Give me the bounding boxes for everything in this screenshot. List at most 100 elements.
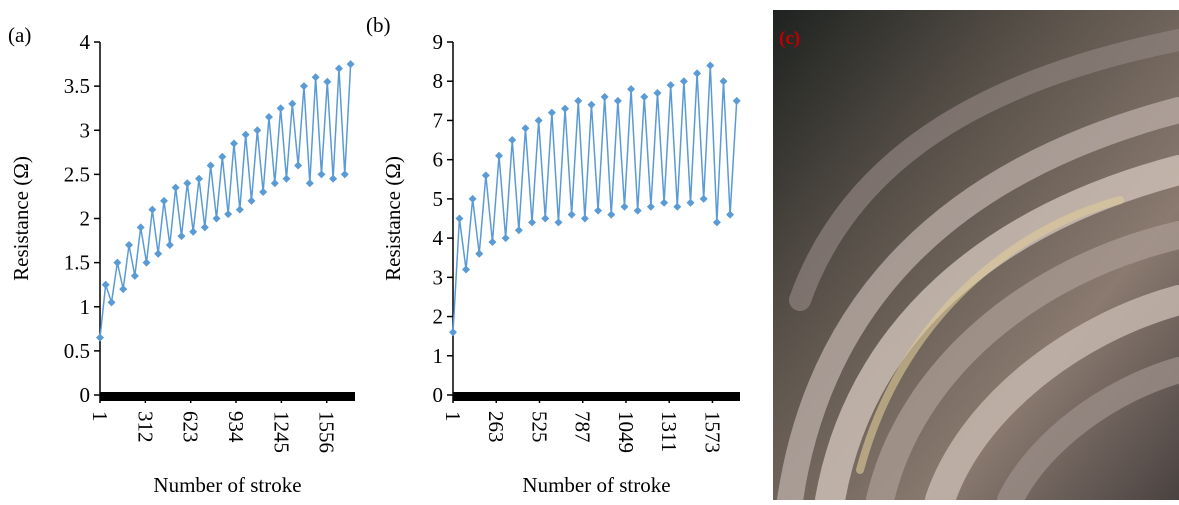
y-tick-label: 0	[433, 383, 444, 407]
x-axis-label: Number of stroke	[153, 473, 301, 497]
data-point	[305, 179, 314, 188]
data-point	[547, 108, 556, 117]
data-point	[613, 96, 622, 105]
y-tick-label: 8	[433, 69, 444, 93]
data-point	[475, 249, 484, 258]
x-tick-label: 263	[484, 411, 508, 443]
data-point	[567, 210, 576, 219]
x-tick-label: 1311	[657, 411, 681, 452]
data-point	[299, 82, 308, 91]
y-tick-label: 7	[433, 108, 444, 132]
y-tick-label: 4	[80, 30, 91, 54]
data-point	[633, 206, 642, 215]
data-point	[142, 258, 151, 267]
data-point	[534, 116, 543, 125]
data-point	[693, 69, 702, 78]
data-line	[99, 64, 352, 338]
x-axis-label: Number of stroke	[522, 473, 670, 497]
data-point	[340, 170, 349, 179]
photo-panel: (c)	[773, 10, 1179, 505]
y-tick-label: 3	[80, 118, 91, 142]
x-tick-label: 1049	[614, 411, 638, 453]
data-point	[165, 240, 174, 249]
y-tick-label: 6	[433, 148, 444, 172]
data-point	[666, 81, 675, 90]
y-tick-label: 5	[433, 187, 444, 211]
data-point	[574, 96, 583, 105]
data-point	[183, 179, 192, 188]
data-point	[468, 194, 477, 203]
y-tick-label: 2.5	[64, 162, 90, 186]
data-point	[679, 77, 688, 86]
chart: (b) 0 1 2 3 4 5 6 7 8 9 1 263 525 787 1049 1311 1573 Resis…	[366, 13, 741, 497]
data-point	[253, 126, 262, 135]
data-point	[212, 214, 221, 223]
panel-label: (b)	[366, 13, 391, 37]
data-point	[177, 232, 186, 241]
data-point	[673, 202, 682, 211]
x-tick-label: 1245	[269, 411, 293, 453]
y-tick-label: 4	[433, 226, 444, 250]
data-point	[528, 218, 537, 227]
y-tick-label: 0	[80, 383, 91, 407]
data-point	[719, 77, 728, 86]
panel-label: (a)	[8, 23, 31, 47]
y-tick-label: 9	[433, 30, 444, 54]
data-point	[264, 113, 273, 122]
data-point	[218, 152, 227, 161]
data-point	[148, 205, 157, 214]
data-point	[600, 92, 609, 101]
y-tick-label: 0.5	[64, 339, 90, 363]
data-point	[241, 130, 250, 139]
data-point	[521, 124, 530, 133]
data-point	[334, 64, 343, 73]
data-point	[329, 174, 338, 183]
data-point	[282, 174, 291, 183]
y-axis-label: Resistance (Ω)	[9, 156, 33, 281]
x-axis	[453, 392, 740, 401]
data-point	[501, 234, 510, 243]
data-point	[653, 88, 662, 97]
data-point	[607, 210, 616, 219]
x-tick-label: 1	[441, 411, 465, 422]
data-point	[125, 240, 134, 249]
x-tick-label: 787	[571, 411, 595, 443]
data-point	[620, 202, 629, 211]
data-point	[587, 100, 596, 109]
data-point	[160, 196, 169, 205]
wire-strands	[777, 29, 1179, 505]
data-point	[346, 60, 355, 69]
data-point	[640, 92, 649, 101]
x-tick-label: 1	[88, 411, 112, 422]
data-point	[270, 179, 279, 188]
data-point	[311, 73, 320, 82]
data-point	[194, 174, 203, 183]
data-point	[488, 238, 497, 247]
x-tick-label: 1573	[700, 411, 724, 453]
data-point	[541, 214, 550, 223]
data-point	[200, 223, 209, 232]
y-tick-label: 1.5	[64, 251, 90, 275]
data-point	[699, 194, 708, 203]
data-point	[561, 104, 570, 113]
data-point	[712, 218, 721, 227]
y-tick-label: 2	[433, 305, 444, 329]
data-point	[136, 223, 145, 232]
y-tick-label: 2	[80, 207, 91, 231]
x-tick-label: 525	[527, 411, 551, 443]
data-point	[660, 198, 669, 207]
data-point	[495, 151, 504, 160]
y-tick-label: 3.5	[64, 74, 90, 98]
y-tick-label: 3	[433, 265, 444, 289]
data-point	[235, 205, 244, 214]
data-point	[594, 206, 603, 215]
x-tick-label: 1556	[315, 411, 339, 453]
data-point	[130, 271, 139, 280]
x-tick-label: 623	[179, 411, 203, 443]
data-line	[452, 65, 738, 333]
data-point	[171, 183, 180, 192]
data-point	[224, 210, 233, 219]
data-point	[259, 188, 268, 197]
x-tick-label: 312	[133, 411, 157, 443]
